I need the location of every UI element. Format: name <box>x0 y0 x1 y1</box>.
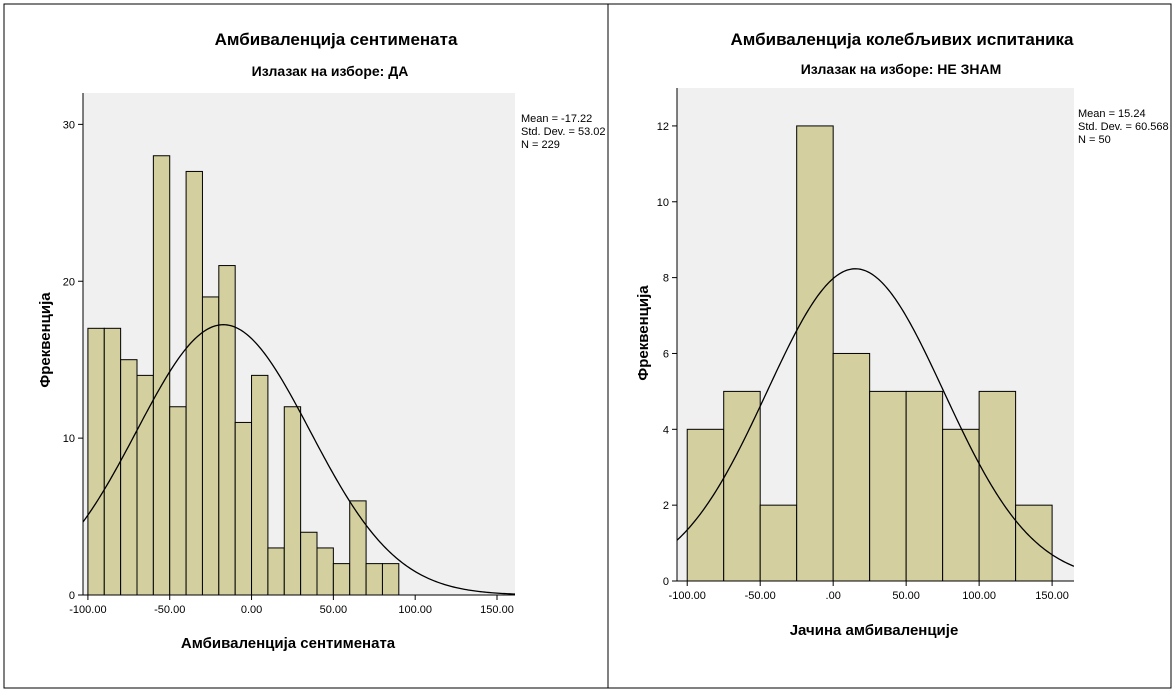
left-x-axis-title: Амбиваленција сентимената <box>181 635 396 652</box>
right-bar-2 <box>759 504 798 582</box>
left-bar-10 <box>251 374 269 596</box>
right-bar-5 <box>869 390 907 582</box>
right-y-tick-label-2: 4 <box>663 424 669 436</box>
right-bar-9 <box>1015 504 1053 582</box>
right-x-tick-label-4: 100.00 <box>962 590 996 602</box>
right-x-tick-label-5: 150.00 <box>1035 590 1069 602</box>
left-normal-curve-group <box>83 324 515 595</box>
left-x-tick-label-3: 50.00 <box>320 604 348 616</box>
right-bars <box>686 125 1053 582</box>
left-stat-mean: Mean = -17.22 <box>521 113 592 125</box>
right-y-tick-label-3: 6 <box>663 348 669 360</box>
left-bar-3 <box>136 374 154 596</box>
right-bar-7 <box>942 428 980 582</box>
right-chart-subtitle: Излазак на изборе: НЕ ЗНАМ <box>801 61 1002 77</box>
left-bar-18 <box>381 563 400 596</box>
right-bar-6 <box>905 390 944 582</box>
left-y-tick-label-1: 10 <box>63 433 75 445</box>
right-normal-curve-group <box>677 268 1074 567</box>
left-y-tick-label-0: 0 <box>69 590 75 602</box>
left-stats-box: Mean = -17.22 Std. Dev. = 53.02 N = 229 <box>521 113 606 151</box>
right-bar-8 <box>978 390 1017 582</box>
left-bar-5 <box>169 406 187 596</box>
right-stat-mean: Mean = 15.24 <box>1078 108 1146 120</box>
right-y-tick-label-4: 8 <box>663 273 669 285</box>
left-bar-0 <box>87 327 105 596</box>
right-x-tick-label-3: 50.00 <box>892 590 920 602</box>
left-bar-2 <box>120 359 138 596</box>
left-bar-11 <box>267 547 285 596</box>
left-bar-13 <box>300 531 318 596</box>
left-bar-15 <box>332 563 351 596</box>
left-bars <box>87 155 400 596</box>
left-bar-7 <box>201 296 220 596</box>
right-chart-title: Амбиваленција колебљивих испитаника <box>731 30 1075 49</box>
right-stats-box: Mean = 15.24 Std. Dev. = 60.568 N = 50 <box>1078 108 1169 146</box>
left-stat-sd: Std. Dev. = 53.02 <box>521 126 606 138</box>
right-bar-1 <box>723 390 761 582</box>
right-histogram-panel: Амбиваленција колебљивих испитаника Изла… <box>635 30 1169 639</box>
left-x-tick-label-5: 150.00 <box>480 604 514 616</box>
left-x-ticks: -100.00 -50.00 0.00 50.00 100.00 150.00 <box>69 595 514 616</box>
right-y-ticks: 0 2 4 6 8 10 12 <box>657 121 677 588</box>
left-y-ticks: 0 10 20 30 <box>63 119 83 602</box>
right-y-tick-label-6: 12 <box>657 121 669 133</box>
right-bar-4 <box>832 352 871 582</box>
left-normal-curve <box>83 324 515 595</box>
right-stat-n: N = 50 <box>1078 134 1111 146</box>
right-y-tick-label-5: 10 <box>657 197 669 209</box>
left-y-tick-label-3: 30 <box>63 119 75 131</box>
right-x-tick-label-1: -50.00 <box>745 590 776 602</box>
right-x-axis-title: Јачина амбиваленције <box>790 622 959 639</box>
left-chart-title: Амбиваленција сентимената <box>215 30 458 49</box>
right-x-ticks: -100.00 -50.00 .00 50.00 100.00 150.00 <box>669 581 1069 602</box>
right-bar-0 <box>686 428 725 582</box>
left-stat-n: N = 229 <box>521 139 560 151</box>
left-chart-subtitle: Излазак на изборе: ДА <box>252 63 409 79</box>
left-y-tick-label-2: 20 <box>63 276 75 288</box>
left-bar-14 <box>316 547 334 596</box>
left-histogram-panel: Амбиваленција сентимената Излазак на изб… <box>37 30 606 652</box>
left-bar-12 <box>283 406 302 596</box>
left-x-tick-label-4: 100.00 <box>398 604 432 616</box>
right-x-tick-label-0: -100.00 <box>669 590 706 602</box>
right-y-tick-label-1: 2 <box>663 500 669 512</box>
left-y-axis-title: Фреквенција <box>37 292 54 388</box>
left-x-tick-label-0: -100.00 <box>69 604 106 616</box>
left-x-tick-label-2: 0.00 <box>241 604 262 616</box>
left-bar-9 <box>234 421 253 596</box>
right-x-tick-label-2: .00 <box>826 590 841 602</box>
right-normal-curve <box>677 268 1074 567</box>
left-bar-8 <box>218 265 236 596</box>
right-bar-3 <box>796 125 834 582</box>
left-bar-6 <box>185 170 203 596</box>
figure-border <box>3 3 1172 689</box>
right-y-axis-title: Фреквенција <box>635 285 652 381</box>
right-stat-sd: Std. Dev. = 60.568 <box>1078 121 1169 133</box>
left-bar-16 <box>349 500 367 596</box>
right-y-tick-label-0: 0 <box>663 576 669 588</box>
left-x-tick-label-1: -50.00 <box>154 604 185 616</box>
left-bar-1 <box>103 327 122 596</box>
left-bar-17 <box>365 563 383 596</box>
